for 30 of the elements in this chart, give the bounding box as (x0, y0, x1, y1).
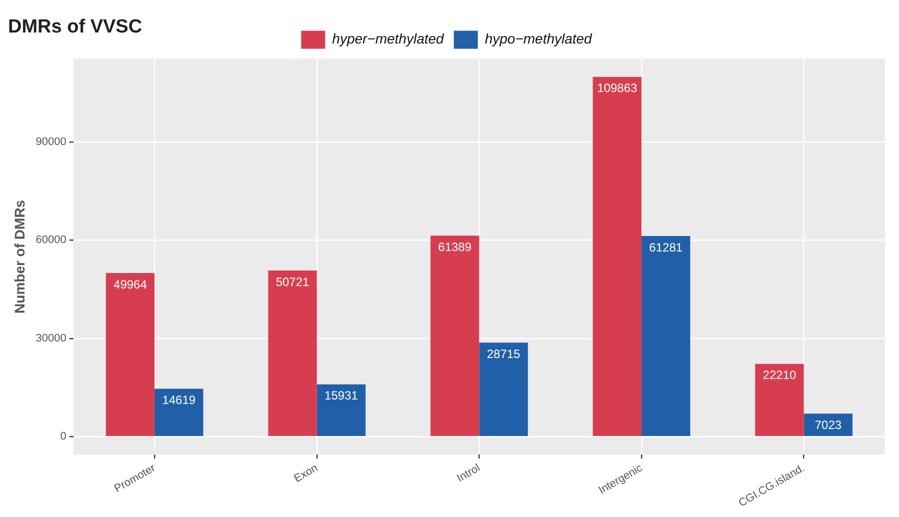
data-label: 61389 (438, 240, 472, 254)
bar (804, 414, 853, 436)
data-label: 15931 (324, 388, 358, 403)
legend-label: hyper−methylated (332, 30, 446, 47)
data-label: 61281 (649, 240, 683, 254)
bar (154, 388, 204, 436)
y-axis-title: Number of DMRs (11, 200, 28, 314)
x-tick-label: Introl (455, 462, 482, 485)
data-label: 7023 (814, 418, 842, 432)
bar (755, 364, 804, 436)
bar (479, 342, 528, 436)
x-tick-label: Exon (292, 462, 320, 486)
bar (316, 384, 366, 436)
data-label: 22210 (762, 368, 796, 382)
bar (642, 236, 690, 436)
data-label: 28715 (486, 346, 521, 361)
bar (430, 236, 480, 436)
y-tick-label: 30000 (36, 332, 66, 344)
y-tick-label: 60000 (36, 234, 66, 246)
legend-label: hypo−methylated (484, 30, 594, 47)
data-label: 109863 (597, 81, 638, 96)
chart-title: DMRs of VVSC (8, 16, 142, 38)
bar (268, 270, 317, 436)
data-label: 50721 (276, 274, 310, 289)
bar (106, 273, 155, 436)
data-label: 14619 (162, 393, 196, 408)
data-label: 49964 (114, 277, 148, 292)
bar (592, 76, 642, 436)
y-tick-label: 0 (60, 430, 66, 443)
y-tick-label: 90000 (36, 136, 66, 148)
